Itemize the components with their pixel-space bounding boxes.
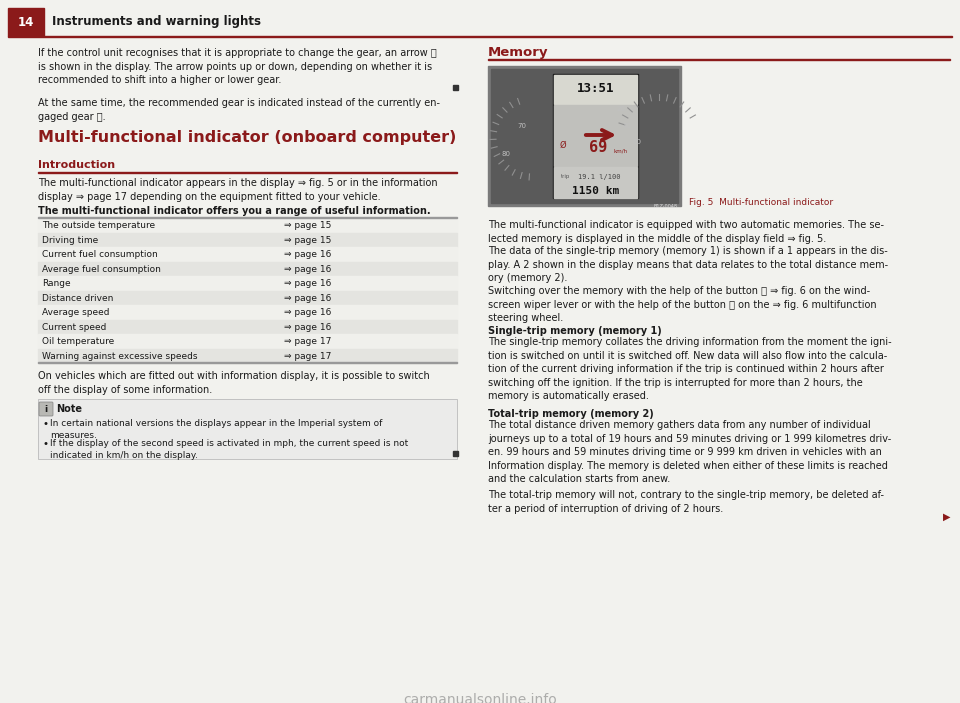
Bar <box>38 276 457 290</box>
Bar <box>554 75 637 197</box>
Text: ⇒ page 16: ⇒ page 16 <box>284 250 331 259</box>
Text: The total-trip memory will not, contrary to the single-trip memory, be deleted a: The total-trip memory will not, contrary… <box>488 490 884 514</box>
Text: The multi-functional indicator appears in the display ⇒ fig. 5 or in the informa: The multi-functional indicator appears i… <box>38 178 438 202</box>
Text: Total-trip memory (memory 2): Total-trip memory (memory 2) <box>488 409 654 419</box>
Text: ⇒ page 17: ⇒ page 17 <box>284 337 331 347</box>
Text: At the same time, the recommended gear is indicated instead of the currently en-: At the same time, the recommended gear i… <box>38 98 440 122</box>
Bar <box>554 75 637 104</box>
Text: If the display of the second speed is activated in mph, the current speed is not: If the display of the second speed is ac… <box>50 439 408 460</box>
Text: Fig. 5  Multi-functional indicator: Fig. 5 Multi-functional indicator <box>689 198 833 207</box>
Text: Warning against excessive speeds: Warning against excessive speeds <box>42 352 198 361</box>
Bar <box>553 74 638 198</box>
Text: ⇒ page 15: ⇒ page 15 <box>284 221 331 231</box>
Text: ⇒ page 16: ⇒ page 16 <box>284 323 331 332</box>
Text: 40: 40 <box>623 123 632 129</box>
Text: 69: 69 <box>588 139 607 155</box>
Text: trip: trip <box>561 174 570 179</box>
Bar <box>38 247 457 262</box>
Bar <box>453 85 458 90</box>
Bar <box>38 305 457 319</box>
Text: 19.1 l/100: 19.1 l/100 <box>578 174 621 180</box>
Bar <box>38 319 457 334</box>
Bar <box>38 262 457 276</box>
Bar <box>554 167 637 198</box>
Text: B1Z-0048: B1Z-0048 <box>654 204 678 209</box>
Bar <box>488 66 681 206</box>
Bar <box>453 451 458 456</box>
Text: Ø: Ø <box>560 141 566 150</box>
Text: The single-trip memory collates the driving information from the moment the igni: The single-trip memory collates the driv… <box>488 337 892 401</box>
Text: Oil temperature: Oil temperature <box>42 337 114 347</box>
Text: i: i <box>44 404 48 413</box>
Bar <box>38 349 457 363</box>
Bar <box>38 399 457 459</box>
Text: •: • <box>42 439 48 449</box>
Text: Instruments and warning lights: Instruments and warning lights <box>52 15 261 29</box>
Bar <box>38 172 457 173</box>
Text: ⇒ page 17: ⇒ page 17 <box>284 352 331 361</box>
Text: The data of the single-trip memory (memory 1) is shown if a 1 appears in the dis: The data of the single-trip memory (memo… <box>488 246 888 283</box>
Text: Introduction: Introduction <box>38 160 115 170</box>
Text: ⇒ page 16: ⇒ page 16 <box>284 279 331 288</box>
Bar <box>38 399 457 459</box>
Text: Average speed: Average speed <box>42 308 109 317</box>
Text: On vehicles which are fitted out with information display, it is possible to swi: On vehicles which are fitted out with in… <box>38 371 430 394</box>
Text: Note: Note <box>56 404 82 414</box>
Text: 13:51: 13:51 <box>577 82 614 96</box>
Bar <box>38 218 457 233</box>
Text: 1150 km: 1150 km <box>572 186 619 196</box>
Bar <box>8 8 44 36</box>
Text: The multi-functional indicator is equipped with two automatic memories. The se-
: The multi-functional indicator is equipp… <box>488 220 884 244</box>
Text: Current speed: Current speed <box>42 323 107 332</box>
Text: ⇒ page 16: ⇒ page 16 <box>284 265 331 273</box>
Text: Current fuel consumption: Current fuel consumption <box>42 250 157 259</box>
Text: Single-trip memory (memory 1): Single-trip memory (memory 1) <box>488 326 661 336</box>
Text: Memory: Memory <box>488 46 548 59</box>
Text: carmanualsonline.info: carmanualsonline.info <box>403 693 557 703</box>
Bar <box>38 233 457 247</box>
Text: The total distance driven memory gathers data from any number of individual
jour: The total distance driven memory gathers… <box>488 420 891 484</box>
Text: 60: 60 <box>633 139 641 145</box>
Bar <box>8 36 952 37</box>
Text: Driving time: Driving time <box>42 236 98 245</box>
Text: 14: 14 <box>18 15 35 29</box>
Text: Average fuel consumption: Average fuel consumption <box>42 265 161 273</box>
Text: ▶: ▶ <box>943 512 950 522</box>
Text: ⇒ page 16: ⇒ page 16 <box>284 308 331 317</box>
Text: 20: 20 <box>616 106 625 112</box>
Bar <box>38 290 457 305</box>
Bar <box>488 59 950 60</box>
Text: Switching over the memory with the help of the button Ⓑ ⇒ fig. 6 on the wind-
sc: Switching over the memory with the help … <box>488 286 876 323</box>
Text: km/h: km/h <box>613 148 627 153</box>
Text: The multi-functional indicator offers you a range of useful information.: The multi-functional indicator offers yo… <box>38 206 431 216</box>
Bar <box>491 69 678 203</box>
Text: If the control unit recognises that it is appropriate to change the gear, an arr: If the control unit recognises that it i… <box>38 48 437 85</box>
Text: Range: Range <box>42 279 71 288</box>
Text: The outside temperature: The outside temperature <box>42 221 156 231</box>
Bar <box>38 334 457 349</box>
Text: In certain national versions the displays appear in the Imperial system of
measu: In certain national versions the display… <box>50 419 382 440</box>
Text: 80: 80 <box>501 151 511 157</box>
Text: •: • <box>42 419 48 429</box>
Text: ⇒ page 16: ⇒ page 16 <box>284 294 331 303</box>
FancyBboxPatch shape <box>39 402 53 416</box>
Text: 70: 70 <box>517 123 526 129</box>
Text: Distance driven: Distance driven <box>42 294 113 303</box>
Bar <box>554 105 637 166</box>
Text: ⇒ page 15: ⇒ page 15 <box>284 236 331 245</box>
Text: Multi-functional indicator (onboard computer): Multi-functional indicator (onboard comp… <box>38 130 456 145</box>
